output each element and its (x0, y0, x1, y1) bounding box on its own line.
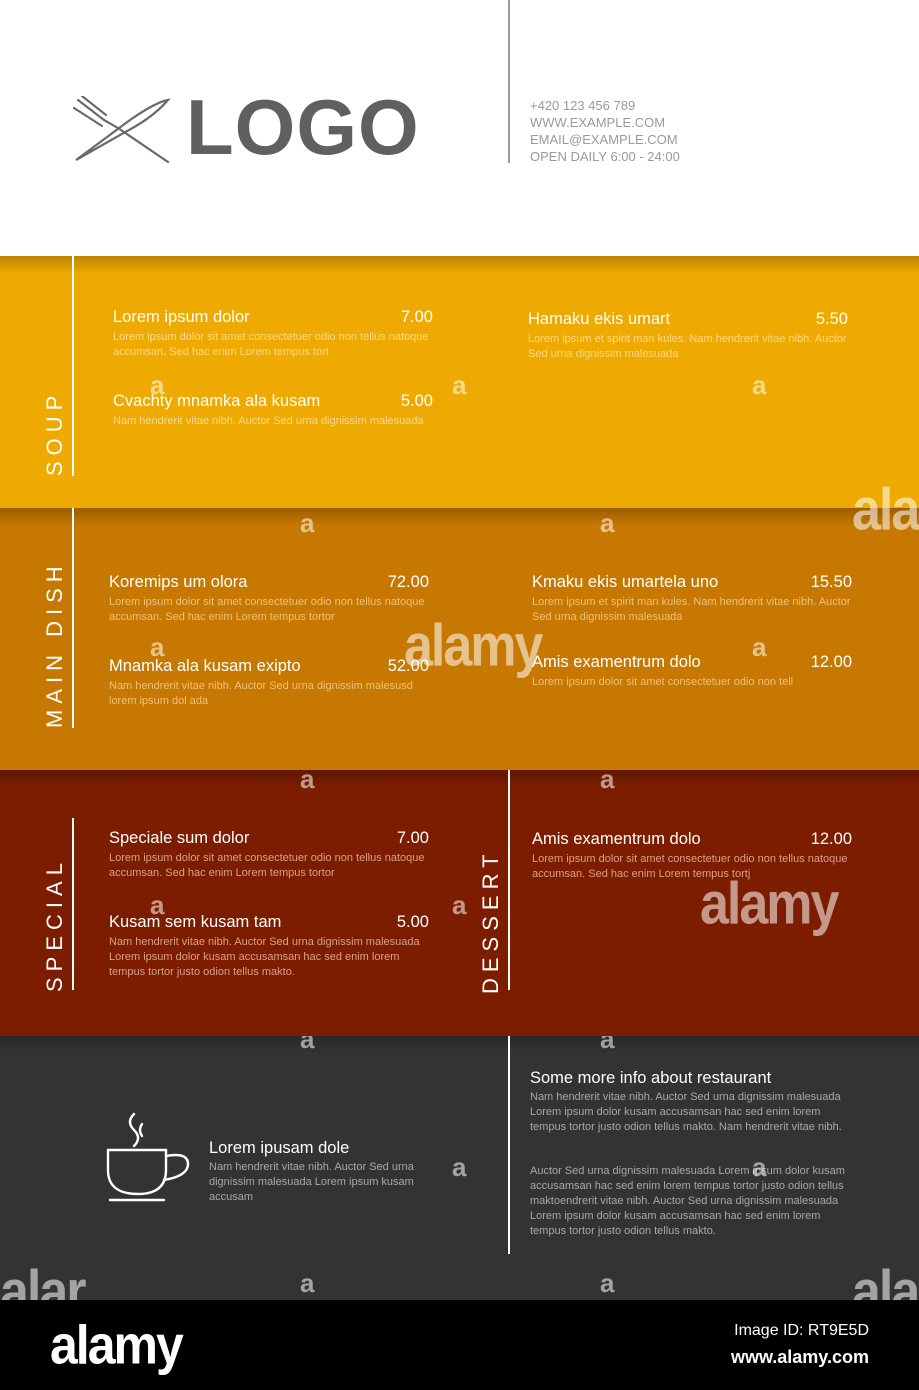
coffee-cup-icon (106, 1112, 190, 1202)
item-name: Cvachty mnamka ala kusam (113, 392, 321, 410)
item-description: Nam hendrerit vitae nibh. Auctor Sed urn… (109, 680, 413, 707)
contact-email: EMAIL@EXAMPLE.COM (530, 132, 678, 147)
stock-footer: alamy Image ID: RT9E5D www.alamy.com (0, 1300, 919, 1390)
item-price: 12.00 (810, 653, 852, 671)
footer-url: www.alamy.com (730, 1347, 869, 1367)
section-info: Lorem ipusam dole Nam hendrerit vitae ni… (0, 1036, 919, 1300)
watermark-glyph: a (300, 1036, 315, 1054)
watermark-brand-partial: alar (852, 1258, 919, 1300)
watermark-glyph: a (452, 1152, 467, 1182)
info-paragraph: Nam hendrerit vitae nibh. Auctor Sed urn… (530, 1091, 842, 1133)
item-description: Lorem ipsum dolor sit amet consectetuer … (109, 852, 425, 879)
item-price: 7.00 (396, 829, 429, 847)
category-divider (72, 508, 74, 728)
item-description: Lorem ipsum dolor sit amet consectetuer … (113, 331, 429, 358)
item-price: 5.00 (400, 392, 433, 410)
item-name: Hamaku ekis umart (528, 310, 671, 328)
info-paragraph: Auctor Sed urna dignissim malesuada Lore… (530, 1165, 845, 1237)
contact-phone: +420 123 456 789 (530, 98, 636, 113)
item-name: Mnamka ala kusam exipto (109, 657, 301, 675)
category-divider (72, 256, 74, 476)
contact-hours: OPEN DAILY 6:00 - 24:00 (530, 149, 680, 164)
header-divider (508, 0, 510, 163)
watermark-glyph: a (300, 508, 315, 538)
section-main-dish: MAIN DISH Koremips um olora 72.00 Lorem … (0, 508, 919, 770)
category-label-soup: SOUP (42, 389, 67, 476)
watermark-glyph: a (752, 370, 767, 400)
item-name: Kmaku ekis umartela uno (532, 573, 719, 591)
info-divider (508, 1036, 510, 1254)
watermark-glyph: a (452, 370, 467, 400)
watermark-brand: alamy (700, 870, 839, 938)
category-divider (508, 770, 510, 990)
item-name: Lorem ipsum dolor (113, 308, 250, 326)
item-description: Lorem ipsum dolor sit amet consectetuer … (532, 676, 794, 688)
item-price: 7.00 (400, 308, 433, 326)
contact-info: +420 123 456 789 WWW.EXAMPLE.COM EMAIL@E… (530, 97, 680, 165)
item-name: Speciale sum dolor (109, 829, 250, 847)
item-price: 15.50 (810, 573, 852, 591)
item-description: Lorem ipsum dolor sit amet consectetuer … (109, 596, 425, 623)
watermark-glyph: a (150, 632, 165, 662)
item-description: Lorem ipsum dolor sit amet consectetuer … (532, 853, 848, 880)
watermark-glyph: a (150, 370, 165, 400)
item-description: Lorem ipsum et spirit man kules. Nam hen… (532, 596, 851, 623)
section-soup: SOUP Lorem ipsum dolor 7.00 Lorem ipsum … (0, 256, 919, 508)
category-label-main-dish: MAIN DISH (42, 560, 67, 728)
watermark-glyph: a (452, 890, 467, 920)
item-price: 5.00 (396, 913, 429, 931)
coffee-title: Lorem ipusam dole (209, 1139, 350, 1157)
coffee-description: Nam hendrerit vitae nibh. Auctor Sed urn… (209, 1161, 414, 1203)
item-price: 72.00 (387, 573, 429, 591)
watermark-brand-partial: alar (852, 476, 919, 508)
footer-image-id: Image ID: RT9E5D (734, 1322, 869, 1339)
item-name: Amis examentrum dolo (532, 653, 701, 671)
section-special-dessert: SPECIAL DESSERT Speciale sum dolor 7.00 … (0, 770, 919, 1036)
watermark-glyph: a (752, 632, 767, 662)
item-name: Amis examentrum dolo (532, 830, 701, 848)
watermark-glyph: a (600, 1036, 615, 1054)
item-name: Koremips um olora (109, 573, 248, 591)
watermark-brand: alamy (404, 612, 543, 680)
watermark-glyph: a (752, 1152, 767, 1182)
watermark-brand-partial: alar (852, 508, 919, 544)
item-description: Nam hendrerit vitae nibh. Auctor Sed urn… (109, 936, 420, 978)
footer-brand: alamy (50, 1314, 184, 1376)
watermark-glyph: a (300, 1268, 315, 1298)
item-price: 5.50 (815, 310, 848, 328)
item-price: 12.00 (810, 830, 852, 848)
watermark-glyph: a (150, 890, 165, 920)
logo-text: LOGO (186, 83, 420, 171)
menu-header: LOGO +420 123 456 789 WWW.EXAMPLE.COM EM… (0, 0, 919, 256)
watermark-glyph: a (600, 1268, 615, 1298)
item-description: Nam hendrerit vitae nibh. Auctor Sed urn… (113, 415, 424, 427)
item-description: Lorem ipsum et spirit man kules. Nam hen… (528, 333, 847, 360)
category-divider (72, 818, 74, 990)
watermark-glyph: a (600, 508, 615, 538)
info-title: Some more info about restaurant (530, 1069, 772, 1087)
category-label-special: SPECIAL (42, 857, 67, 992)
watermark-glyph: a (600, 770, 615, 794)
fork-knife-icon (72, 96, 171, 164)
category-label-dessert: DESSERT (478, 848, 503, 994)
watermark-brand-partial: alar (0, 1258, 87, 1300)
item-price: 52.00 (387, 657, 429, 675)
watermark-glyph: a (300, 770, 315, 794)
item-name: Kusam sem kusam tam (109, 913, 282, 931)
contact-website: WWW.EXAMPLE.COM (530, 115, 666, 130)
